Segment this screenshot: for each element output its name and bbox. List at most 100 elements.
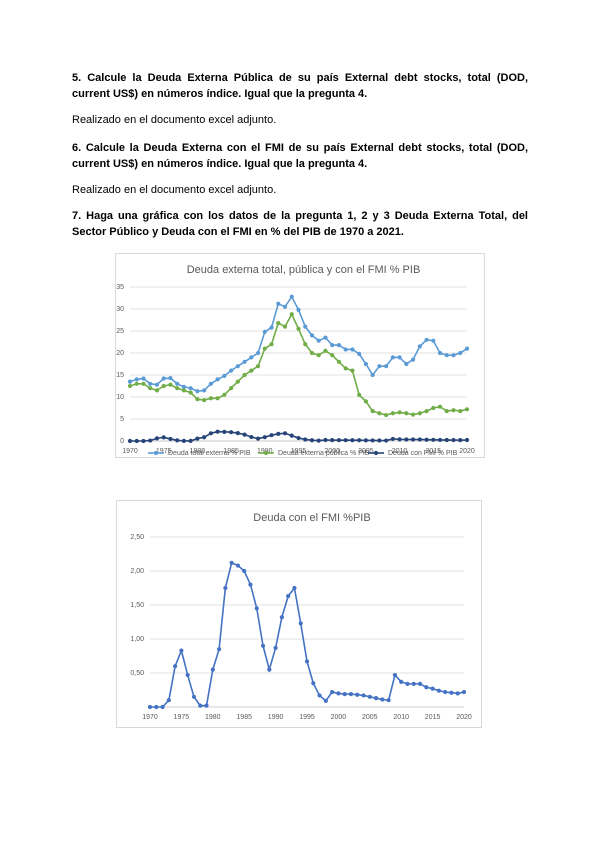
data-point	[309, 350, 315, 356]
data-point	[188, 386, 193, 391]
x-tick-label: 2000	[331, 714, 347, 721]
data-point	[208, 396, 213, 401]
data-point	[160, 704, 165, 710]
data-point	[296, 326, 301, 331]
data-point	[276, 301, 281, 306]
data-point	[292, 585, 297, 591]
data-point	[451, 353, 456, 358]
data-point	[342, 691, 347, 697]
data-point	[215, 396, 220, 401]
data-point	[269, 433, 274, 438]
x-tick-label: 2020	[459, 448, 475, 455]
data-point	[181, 384, 187, 389]
data-point	[181, 438, 187, 444]
legend-label: Deuda externa pública % PIB	[278, 450, 370, 457]
data-point	[311, 681, 316, 686]
data-point	[304, 659, 310, 664]
data-point	[350, 368, 355, 373]
data-point	[316, 353, 321, 358]
legend-marker	[153, 450, 159, 456]
data-point	[282, 431, 288, 436]
x-tick-label: 1970	[122, 448, 138, 455]
data-point	[262, 435, 267, 440]
data-point	[229, 386, 234, 391]
data-point	[330, 438, 335, 443]
data-point	[399, 679, 404, 684]
data-point	[161, 376, 166, 381]
data-point	[166, 698, 171, 703]
answer: Realizado en el documento excel adjunto.	[72, 114, 277, 126]
data-point	[242, 432, 247, 437]
data-point	[330, 342, 335, 348]
x-tick-label: 1990	[268, 714, 284, 721]
data-point	[410, 437, 416, 442]
data-point	[330, 353, 335, 358]
data-point	[260, 643, 266, 648]
data-point	[154, 704, 159, 710]
y-tick-label: 0	[120, 438, 124, 445]
data-point	[242, 568, 247, 574]
data-point	[309, 333, 315, 338]
data-point	[461, 689, 467, 695]
data-point	[222, 392, 227, 397]
data-point	[367, 694, 372, 699]
data-point	[316, 438, 321, 443]
y-tick-label: 30	[116, 306, 124, 313]
data-point	[229, 560, 234, 565]
data-point	[437, 404, 443, 409]
legend-marker	[263, 450, 269, 456]
data-point	[404, 411, 409, 416]
data-point	[175, 386, 180, 391]
data-point	[202, 435, 207, 440]
x-tick-label: 1975	[174, 714, 190, 721]
data-point	[417, 437, 422, 442]
data-point	[430, 686, 435, 691]
y-tick-label: 25	[116, 328, 124, 335]
data-point	[336, 691, 341, 696]
data-point	[384, 364, 389, 369]
data-point	[276, 431, 281, 436]
data-point	[222, 373, 227, 378]
data-point	[386, 698, 391, 703]
data-point	[417, 344, 422, 349]
x-tick-label: 1980	[190, 448, 206, 455]
data-point	[392, 672, 398, 678]
data-point	[424, 337, 429, 342]
data-point	[242, 372, 247, 378]
data-point	[168, 436, 173, 442]
data-point	[404, 437, 409, 442]
data-point	[451, 408, 456, 413]
data-point	[424, 685, 429, 690]
data-point	[248, 582, 253, 587]
data-point	[309, 438, 315, 443]
y-tick-label: 15	[116, 372, 124, 379]
data-point	[254, 606, 259, 611]
data-point	[348, 691, 354, 697]
data-point	[424, 437, 429, 442]
data-point	[397, 410, 402, 415]
data-point	[127, 438, 133, 444]
data-point	[229, 368, 234, 373]
data-point	[141, 381, 146, 386]
data-point	[269, 342, 274, 347]
data-point	[175, 381, 180, 386]
data-point	[377, 364, 382, 369]
data-point	[303, 342, 308, 347]
data-point	[161, 383, 166, 389]
data-point	[417, 411, 422, 416]
question: 5. Calcule la Deuda Externa Pública de s…	[72, 72, 528, 100]
data-point	[323, 698, 328, 703]
y-tick-label: 20	[116, 350, 124, 357]
data-point	[436, 688, 441, 693]
data-point	[384, 438, 389, 443]
chart: Deuda externa total, pública y con el FM…	[115, 253, 485, 458]
data-point	[279, 615, 284, 620]
data-point	[363, 438, 368, 443]
data-point	[410, 357, 416, 362]
data-point	[397, 437, 402, 442]
data-point	[361, 693, 366, 698]
chart-border	[115, 253, 485, 458]
data-point	[175, 438, 180, 443]
y-tick-label: 2,00	[130, 568, 144, 575]
